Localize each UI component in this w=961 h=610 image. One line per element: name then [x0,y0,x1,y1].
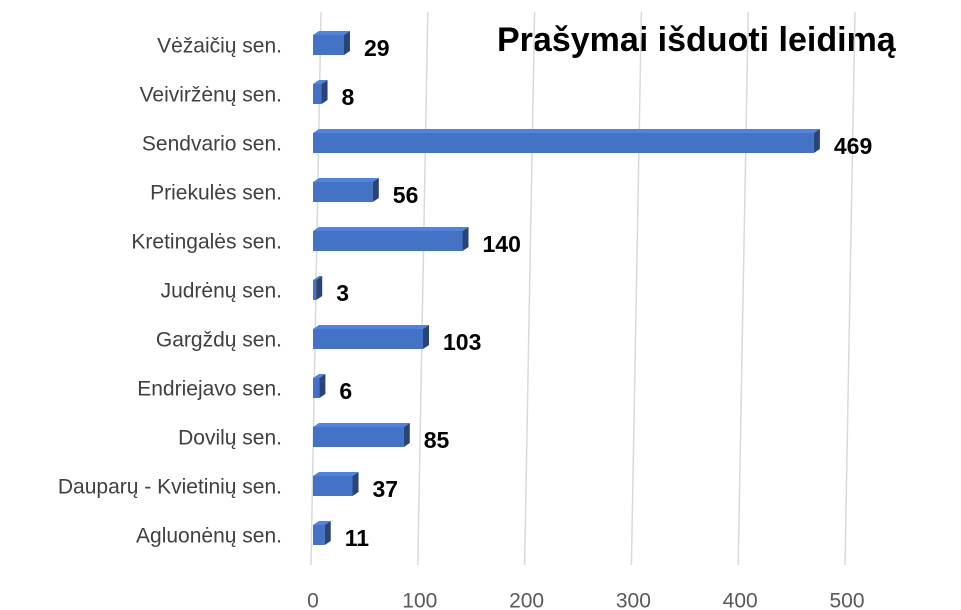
bar-front [313,476,353,496]
bar-top [313,374,326,378]
bar-side [813,129,820,153]
bar-top [313,423,410,427]
bar-side [462,227,469,251]
grid-line [737,11,749,566]
bar-top [313,31,350,35]
x-tick-label: 500 [829,590,864,610]
y-tick-label: Sendvario sen. [142,133,282,156]
x-tick-label: 200 [509,590,544,610]
data-label: 29 [364,35,390,61]
x-tick-label: 0 [307,590,319,610]
data-label: 6 [339,378,352,404]
bar-front [313,525,325,545]
bar-front [313,280,317,300]
bar-front [313,427,404,447]
bar-front [313,231,463,251]
grid-line [630,11,643,566]
bar-top [313,178,379,182]
bar-front [313,329,424,349]
bar-top [313,325,430,329]
data-label: 56 [393,182,419,208]
data-label: 469 [834,133,872,159]
bar-top [313,227,469,231]
bar [313,129,820,153]
data-label: 8 [342,84,355,110]
bar-front [313,84,322,104]
bar-top [313,521,331,525]
bar [313,325,430,349]
bar-side [423,325,430,349]
y-tick-label: Kretingalės sen. [131,231,282,254]
bar-side [316,276,323,300]
bar [313,80,328,104]
x-tick-label: 300 [616,590,651,610]
grid [310,11,856,566]
y-tick-label: Dauparų - Kvietinių sen. [58,476,282,499]
y-tick-label: Veiviržėnų sen. [140,84,282,107]
y-tick-label: Vėžaičių sen. [157,35,282,58]
bar-side [324,521,331,545]
bar-top [313,472,359,476]
bar [313,472,359,496]
bar-top [313,80,328,84]
bar [313,227,469,251]
data-label: 85 [424,427,450,453]
data-label: 11 [345,525,370,551]
y-tick-label: Dovilų sen. [178,427,282,450]
bar-side [319,374,326,398]
bar-front [313,133,814,153]
bar-front [313,378,320,398]
bar-side [372,178,379,202]
grid-line [417,11,429,566]
bar-side [403,423,410,447]
y-tick-label: Priekulės sen. [150,182,282,205]
bar-side [343,31,350,55]
bar [313,423,410,447]
x-tick-label: 400 [723,590,758,610]
bar-top [313,276,323,280]
x-tick-label: 100 [402,590,437,610]
y-tick-label: Endriejavo sen. [137,378,282,401]
data-label: 3 [336,280,349,306]
y-tick-label: Judrėnų sen. [161,280,282,303]
bar-side [352,472,359,496]
bar-front [313,35,344,55]
chart-title: Prašymai išduoti leidimą [497,21,897,59]
bar [313,178,379,202]
bar [313,521,331,545]
bar-top [313,129,820,133]
bar-front [313,182,373,202]
bar [313,276,323,300]
y-tick-label: Gargždų sen. [156,329,282,352]
data-label: 103 [443,329,481,355]
grid-line [844,11,856,566]
data-label: 140 [483,231,521,257]
data-label: 37 [373,476,399,502]
bar [313,374,326,398]
bar-side [321,80,328,104]
bar [313,31,350,55]
grid-line [523,11,536,566]
y-tick-label: Agluonėnų sen. [136,525,282,548]
